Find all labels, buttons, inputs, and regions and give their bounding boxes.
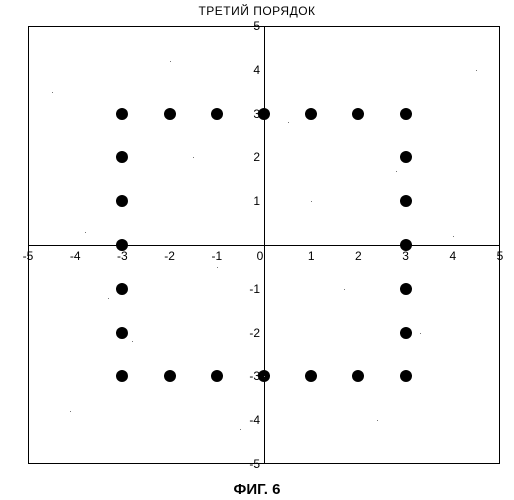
data-point — [400, 370, 412, 382]
x-tick-label: 5 — [497, 249, 504, 263]
noise-speck — [420, 333, 421, 334]
x-tick-label: -4 — [70, 249, 81, 263]
x-tick-label: -5 — [23, 249, 34, 263]
x-tick-label: -2 — [164, 249, 175, 263]
y-tick-label: -2 — [249, 326, 260, 340]
data-point — [116, 327, 128, 339]
data-point — [258, 108, 270, 120]
data-point — [164, 370, 176, 382]
x-tick-label: 1 — [308, 249, 315, 263]
data-point — [305, 108, 317, 120]
noise-speck — [453, 236, 454, 237]
noise-speck — [85, 232, 86, 233]
y-tick-label: 1 — [253, 194, 260, 208]
x-tick-label: 2 — [355, 249, 362, 263]
noise-speck — [311, 201, 312, 202]
noise-speck — [264, 376, 265, 377]
noise-speck — [344, 289, 345, 290]
noise-speck — [170, 61, 171, 62]
y-axis — [264, 26, 265, 464]
y-tick-label: -5 — [249, 457, 260, 471]
data-point — [116, 370, 128, 382]
data-point — [211, 370, 223, 382]
data-point — [352, 108, 364, 120]
data-point — [400, 283, 412, 295]
noise-speck — [193, 157, 194, 158]
scatter-plot: -5-4-3-2-1012345-5-4-3-2-112345 — [28, 26, 500, 464]
y-tick-label: 2 — [253, 150, 260, 164]
data-point — [116, 151, 128, 163]
x-tick-label: 4 — [449, 249, 456, 263]
noise-speck — [476, 70, 477, 71]
chart-title: ТРЕТИЙ ПОРЯДОК — [0, 4, 514, 18]
data-point — [116, 195, 128, 207]
y-tick-label: -1 — [249, 282, 260, 296]
noise-speck — [132, 341, 133, 342]
data-point — [211, 108, 223, 120]
data-point — [164, 108, 176, 120]
data-point — [305, 370, 317, 382]
data-point — [400, 327, 412, 339]
noise-speck — [288, 122, 289, 123]
x-tick-label: -1 — [211, 249, 222, 263]
data-point — [352, 370, 364, 382]
y-tick-label: 5 — [253, 19, 260, 33]
data-point — [400, 239, 412, 251]
noise-speck — [217, 267, 218, 268]
noise-speck — [396, 171, 397, 172]
noise-speck — [108, 298, 109, 299]
data-point — [116, 283, 128, 295]
figure-caption: ФИГ. 6 — [0, 481, 514, 498]
x-tick-label: -3 — [117, 249, 128, 263]
x-tick-label: 0 — [257, 249, 264, 263]
data-point — [400, 151, 412, 163]
noise-speck — [377, 420, 378, 421]
figure-container: ТРЕТИЙ ПОРЯДОК -5-4-3-2-1012345-5-4-3-2-… — [0, 0, 514, 500]
data-point — [116, 239, 128, 251]
y-tick-label: 4 — [253, 63, 260, 77]
data-point — [116, 108, 128, 120]
noise-speck — [70, 411, 71, 412]
data-point — [400, 195, 412, 207]
noise-speck — [52, 92, 53, 93]
data-point — [400, 108, 412, 120]
noise-speck — [240, 429, 241, 430]
x-tick-label: 3 — [402, 249, 409, 263]
y-tick-label: -4 — [249, 413, 260, 427]
